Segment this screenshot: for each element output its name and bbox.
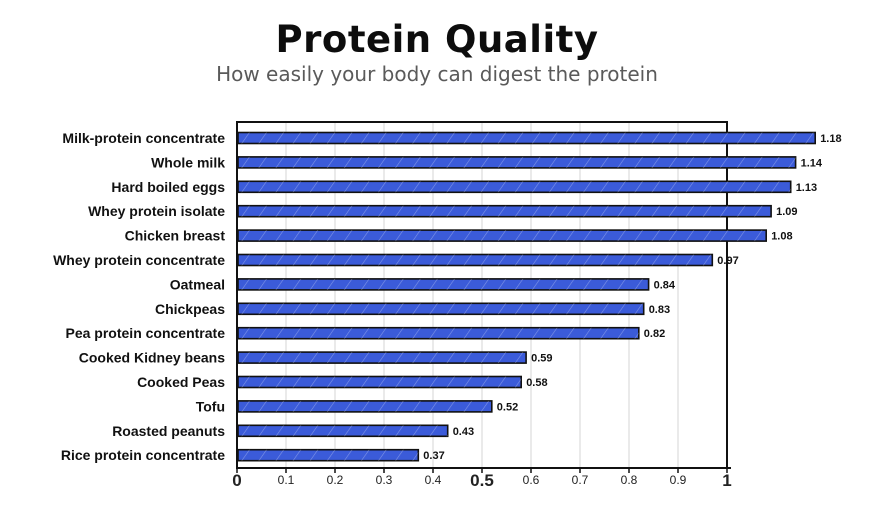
value-label: 1.14 bbox=[801, 157, 823, 169]
category-label: Rice protein concentrate bbox=[61, 447, 225, 463]
value-label: 0.37 bbox=[423, 450, 444, 462]
category-label: Roasted peanuts bbox=[112, 423, 225, 439]
value-label: 0.97 bbox=[717, 255, 738, 267]
x-tick-label: 0.1 bbox=[278, 473, 295, 487]
bar-texture bbox=[238, 352, 527, 364]
value-label: 0.52 bbox=[497, 401, 518, 413]
bar-texture bbox=[238, 181, 791, 193]
value-label: 0.58 bbox=[526, 377, 547, 389]
value-label: 0.82 bbox=[644, 328, 665, 340]
category-labels: Milk-protein concentrate Whole milk Hard b… bbox=[53, 130, 225, 463]
category-label: Whey protein isolate bbox=[88, 203, 225, 219]
category-label: Chickpeas bbox=[155, 301, 225, 317]
value-label: 0.83 bbox=[649, 304, 670, 316]
category-label: Oatmeal bbox=[170, 276, 225, 292]
bar-texture bbox=[238, 132, 816, 144]
chart-title: Protein Quality bbox=[275, 18, 599, 61]
category-label: Cooked Peas bbox=[137, 374, 225, 390]
value-label: 1.09 bbox=[776, 206, 797, 218]
bar-texture bbox=[238, 205, 772, 217]
category-label: Tofu bbox=[196, 398, 225, 414]
value-label: 0.43 bbox=[453, 426, 474, 438]
value-label: 1.08 bbox=[771, 231, 792, 243]
x-tick-label: 0.7 bbox=[572, 473, 589, 487]
x-tick-label: 0.9 bbox=[670, 473, 687, 487]
x-tick-label: 0.2 bbox=[327, 473, 344, 487]
category-label: Cooked Kidney beans bbox=[79, 350, 225, 366]
x-tick-label: 0.5 bbox=[470, 471, 494, 490]
bar-texture bbox=[238, 327, 639, 339]
bar-texture bbox=[238, 254, 713, 266]
bar-texture bbox=[238, 425, 448, 437]
x-tick-label: 0 bbox=[232, 471, 241, 490]
value-label: 1.13 bbox=[796, 182, 817, 194]
value-label: 0.59 bbox=[531, 353, 552, 365]
x-tick-label: 0.3 bbox=[376, 473, 393, 487]
x-tick-label: 0.6 bbox=[523, 473, 540, 487]
x-axis-ticks: 0 0.1 0.2 0.3 0.4 0.5 0.6 0.7 0.8 0.9 1 bbox=[232, 468, 732, 490]
bar-texture bbox=[238, 400, 492, 412]
category-label: Milk-protein concentrate bbox=[62, 130, 225, 146]
bar-texture bbox=[238, 449, 419, 461]
x-tick-label: 1 bbox=[722, 471, 731, 490]
category-label: Whey protein concentrate bbox=[53, 252, 225, 268]
bar-texture bbox=[238, 230, 767, 242]
value-label: 1.18 bbox=[820, 133, 841, 145]
category-label: Chicken breast bbox=[125, 228, 226, 244]
category-label: Pea protein concentrate bbox=[66, 325, 226, 341]
value-label: 0.84 bbox=[654, 279, 676, 291]
gridlines bbox=[285, 122, 679, 468]
category-label: Whole milk bbox=[151, 154, 225, 170]
x-tick-label: 0.8 bbox=[621, 473, 638, 487]
x-tick-label: 0.4 bbox=[425, 473, 442, 487]
bar-texture bbox=[238, 278, 649, 290]
bar-texture bbox=[238, 303, 644, 315]
bars bbox=[237, 131, 817, 462]
value-labels: 1.18 1.14 1.13 1.09 1.08 0.97 0.84 0.83 0.82 0.59… bbox=[423, 133, 841, 462]
chart-subtitle: How easily your body can digest the prot… bbox=[216, 62, 658, 86]
bar-texture bbox=[238, 376, 522, 388]
bar-texture bbox=[238, 156, 796, 168]
category-label: Hard boiled eggs bbox=[111, 179, 225, 195]
